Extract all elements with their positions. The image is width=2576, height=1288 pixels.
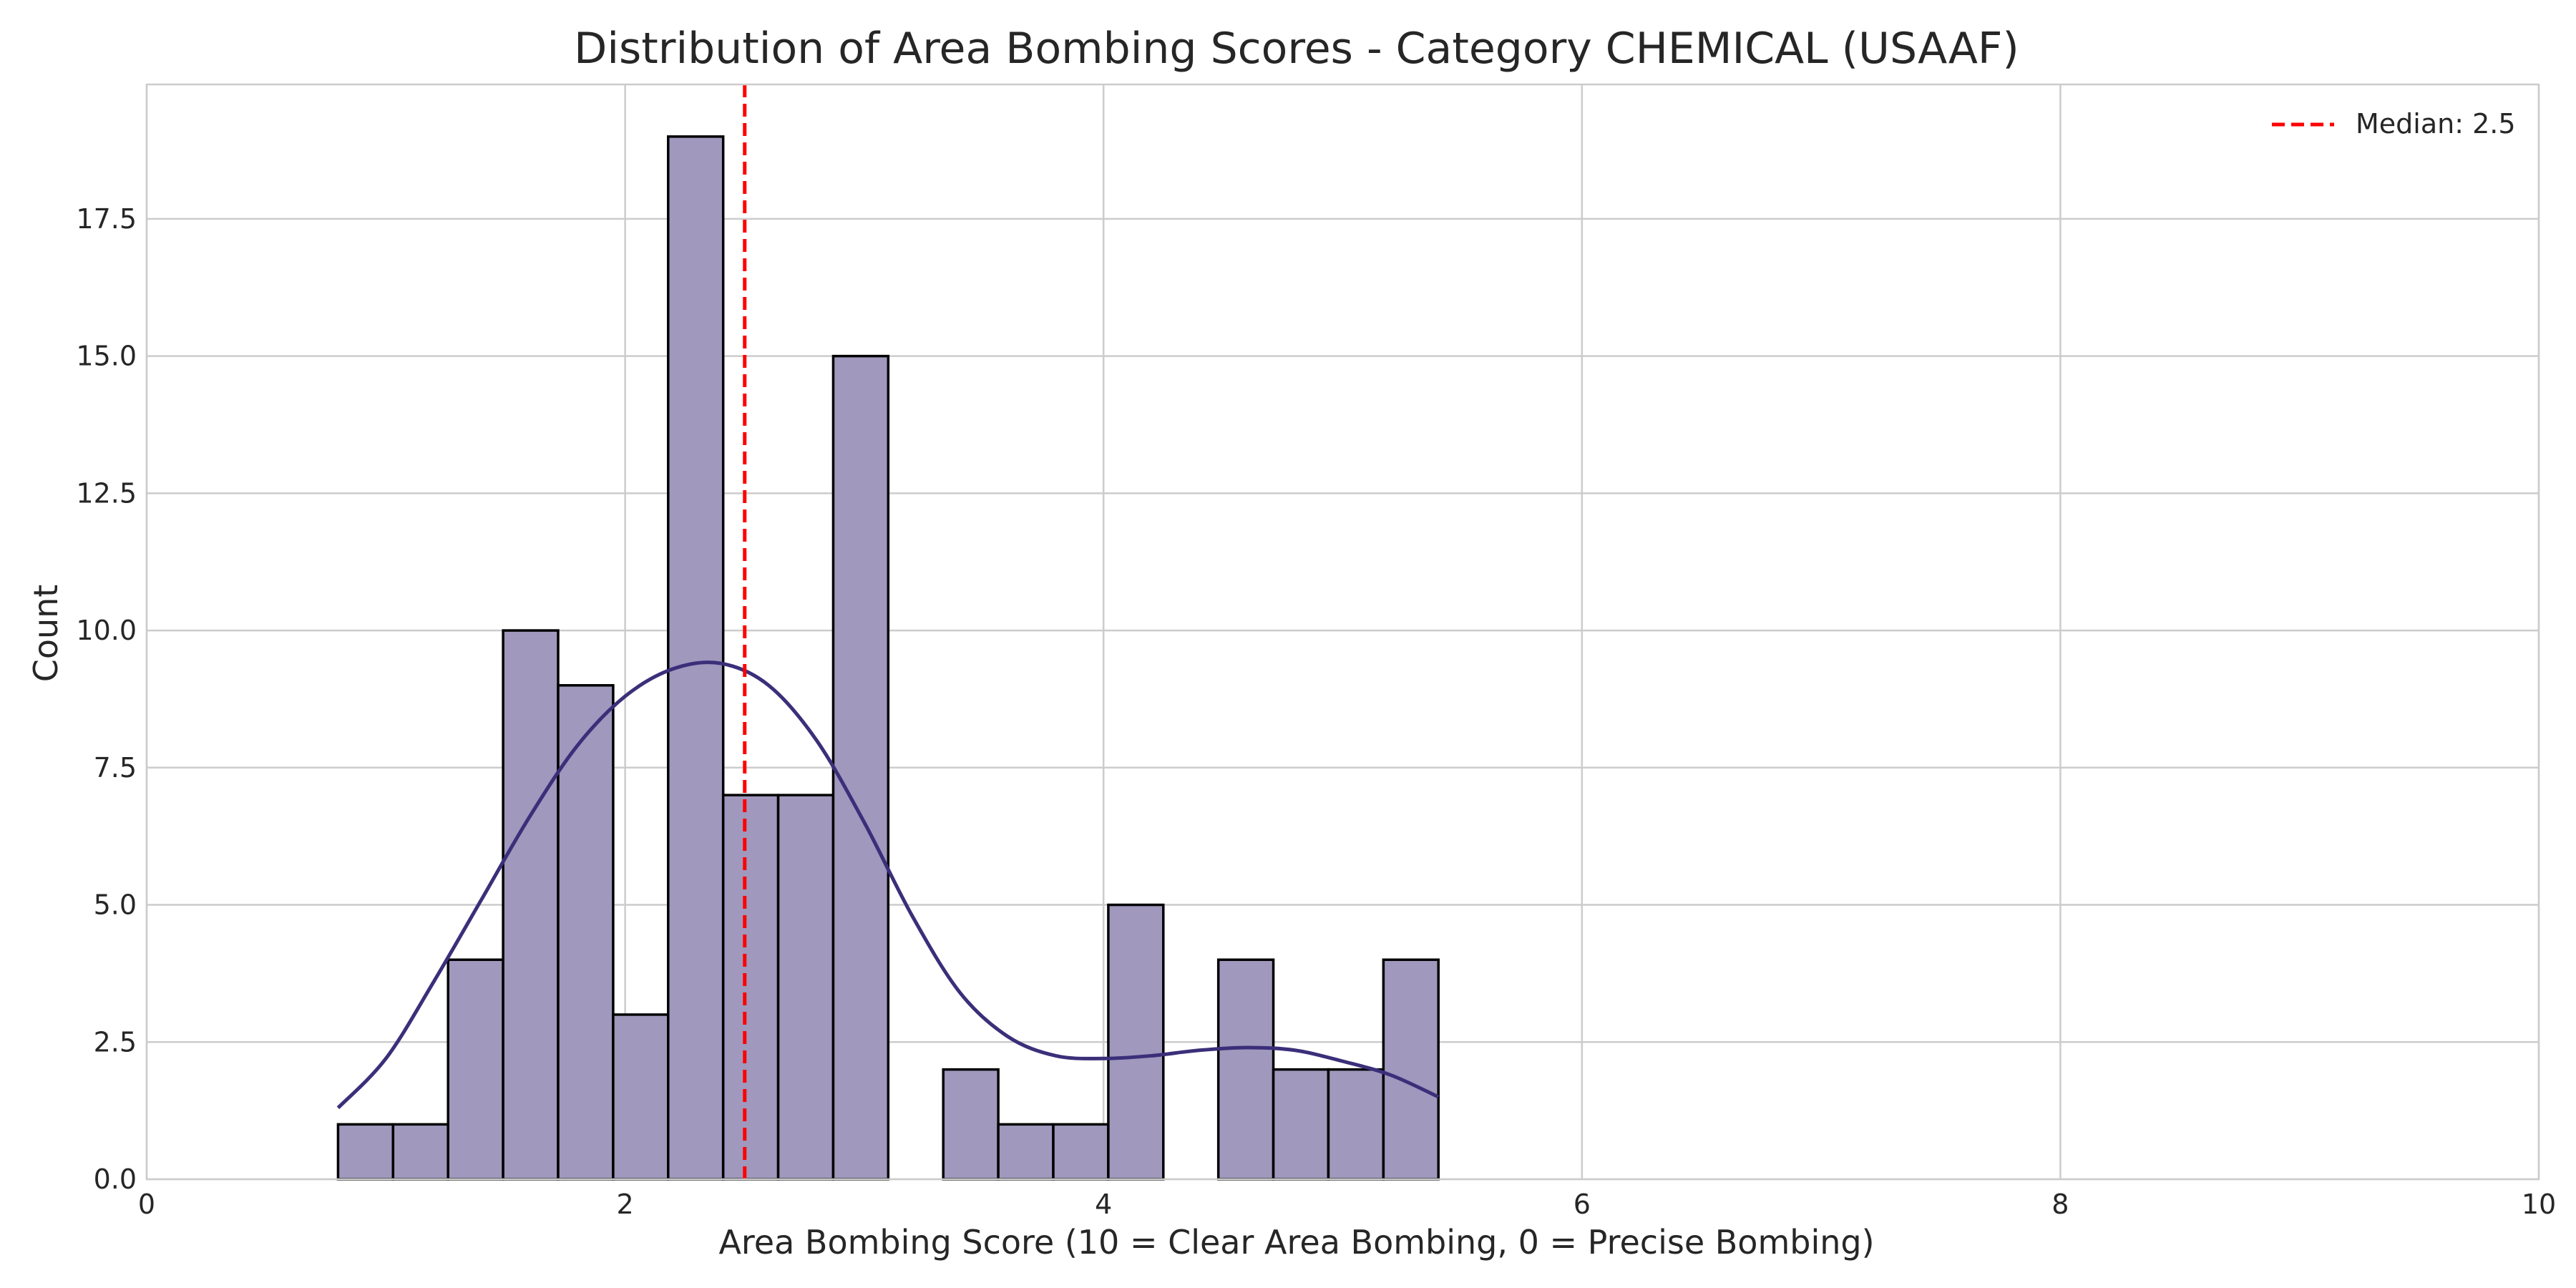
x-tick-label: 0 (138, 1189, 155, 1220)
histogram-bar (721, 794, 780, 1181)
x-tick-label: 4 (1095, 1189, 1112, 1220)
histogram-bar (1107, 903, 1165, 1181)
y-tick-label: 12.5 (76, 477, 137, 509)
legend-median-label: Median: 2.5 (2356, 108, 2516, 140)
y-tick-label: 7.5 (94, 752, 137, 784)
histogram-bar (1382, 958, 1440, 1181)
kde-curve-group (336, 660, 1440, 1110)
histogram-bar (942, 1068, 1000, 1181)
x-tick-label: 6 (1574, 1189, 1591, 1220)
y-axis-label: Count (26, 585, 65, 683)
x-axis-ticks: 0 2 4 6 8 10 (138, 1189, 2556, 1220)
x-tick-label: 8 (2051, 1189, 2069, 1220)
histogram-bar (557, 684, 615, 1181)
plot-frame (145, 83, 2540, 1181)
histogram-bar (1052, 1123, 1110, 1181)
histogram-bar (1216, 958, 1275, 1181)
histogram-bar (997, 1123, 1055, 1181)
y-axis-ticks: 0.0 2.5 5.0 7.5 10.0 12.5 15.0 17.5 (76, 203, 137, 1195)
histogram-bar (831, 354, 890, 1181)
histogram-bar (1272, 1068, 1330, 1181)
histogram-bar (502, 629, 560, 1181)
histogram-bar (447, 958, 504, 1181)
chart-title: Distribution of Area Bombing Scores - Ca… (574, 24, 2019, 74)
y-tick-label: 15.0 (76, 341, 137, 372)
y-tick-label: 17.5 (76, 203, 137, 235)
x-tick-label: 2 (617, 1189, 634, 1220)
x-tick-label: 10 (2522, 1189, 2556, 1220)
histogram-bar (391, 1123, 449, 1181)
legend: Median: 2.5 (2254, 100, 2526, 150)
histogram-bar (336, 1123, 395, 1181)
x-axis-label: Area Bombing Score (10 = Clear Area Bomb… (718, 1223, 1874, 1262)
y-tick-label: 10.0 (76, 615, 137, 646)
kde-curve (336, 660, 1440, 1110)
histogram-bar (1327, 1068, 1385, 1181)
y-tick-label: 0.0 (94, 1163, 137, 1195)
y-tick-label: 2.5 (94, 1026, 137, 1058)
y-tick-label: 5.0 (94, 889, 137, 921)
histogram-bar (667, 135, 725, 1181)
histogram-bar (612, 1013, 670, 1181)
histogram-bar (776, 794, 835, 1181)
